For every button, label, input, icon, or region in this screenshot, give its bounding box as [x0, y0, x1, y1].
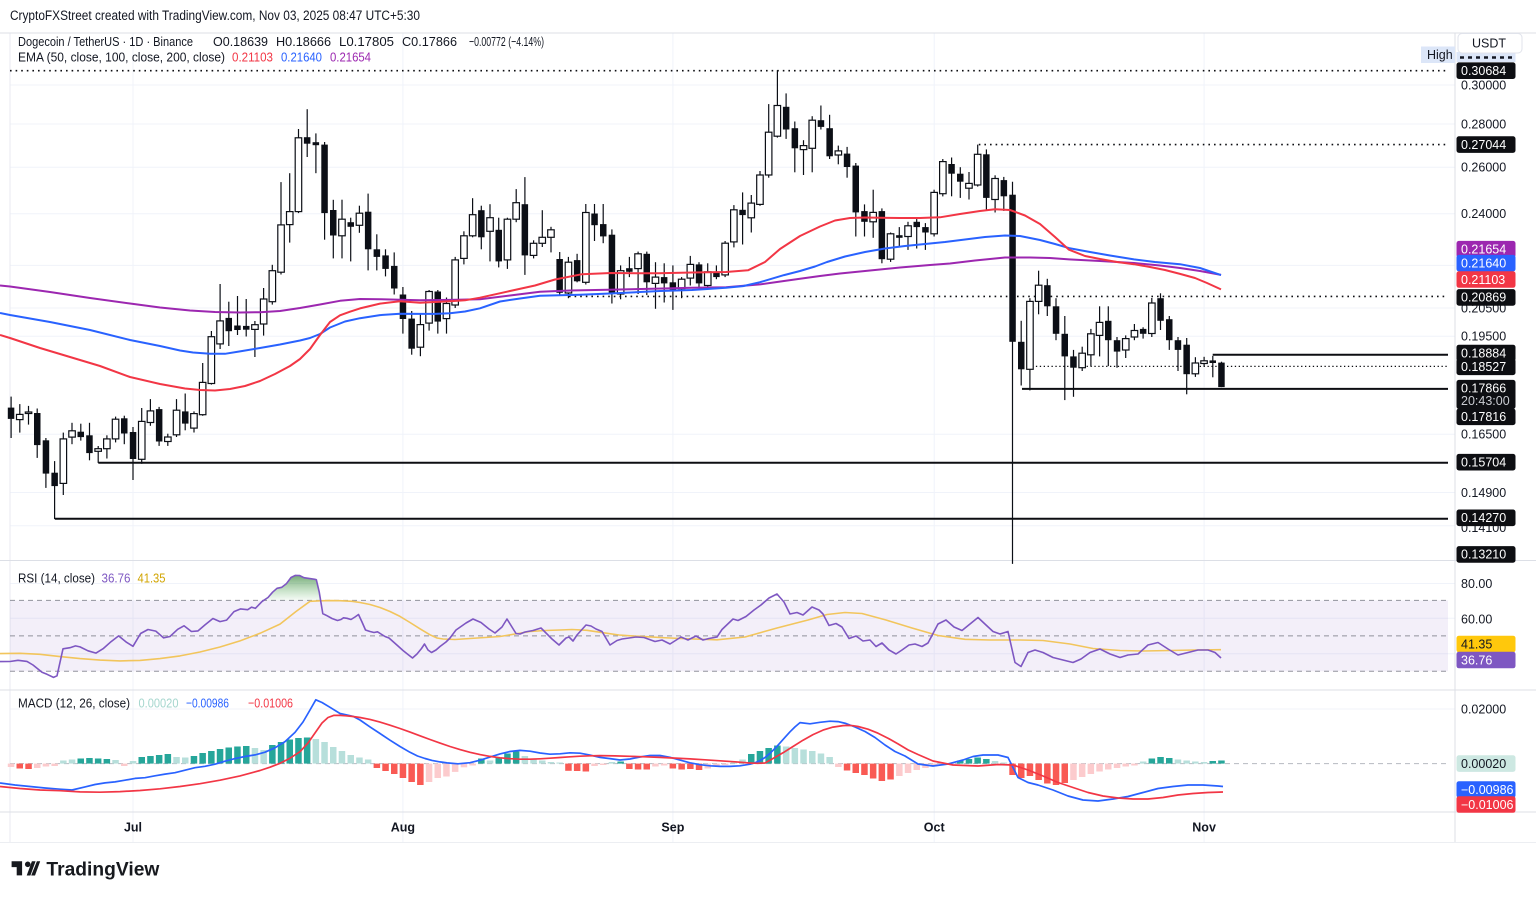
svg-text:−0.00772 (−4.14%): −0.00772 (−4.14%) — [469, 34, 544, 49]
svg-text:0.14900: 0.14900 — [1461, 486, 1506, 500]
svg-text:−0.00986: −0.00986 — [186, 696, 229, 711]
svg-text:TradingView: TradingView — [46, 859, 160, 881]
svg-text:0.21103: 0.21103 — [1461, 273, 1505, 287]
svg-text:0.18527: 0.18527 — [1461, 360, 1506, 374]
svg-text:L0.17805: L0.17805 — [339, 34, 394, 49]
svg-text:0.17816: 0.17816 — [1461, 410, 1506, 424]
svg-text:0.24000: 0.24000 — [1461, 207, 1506, 221]
svg-text:20:43:00: 20:43:00 — [1461, 394, 1510, 408]
svg-text:0.00020: 0.00020 — [139, 696, 179, 711]
svg-text:41.35: 41.35 — [1461, 637, 1492, 651]
svg-text:0.13210: 0.13210 — [1461, 548, 1506, 562]
svg-text:Oct: Oct — [924, 821, 946, 835]
svg-text:0.00020: 0.00020 — [1461, 757, 1506, 771]
svg-text:Sep: Sep — [661, 821, 684, 835]
svg-text:−0.00986: −0.00986 — [1461, 783, 1514, 797]
svg-text:EMA (50, close, 100, close, 20: EMA (50, close, 100, close, 200, close) — [18, 50, 225, 65]
svg-text:Nov: Nov — [1192, 821, 1216, 835]
svg-text:0.14270: 0.14270 — [1461, 511, 1506, 525]
svg-text:0.21654: 0.21654 — [330, 50, 371, 65]
svg-text:60.00: 60.00 — [1461, 612, 1492, 626]
svg-text:0.21654: 0.21654 — [1461, 243, 1506, 257]
svg-text:−0.01006: −0.01006 — [1461, 798, 1514, 812]
svg-text:0.26000: 0.26000 — [1461, 161, 1506, 175]
svg-text:0.19500: 0.19500 — [1461, 330, 1506, 344]
svg-text:36.76: 36.76 — [102, 571, 131, 586]
svg-text:0.20869: 0.20869 — [1461, 291, 1506, 305]
svg-text:0.21640: 0.21640 — [281, 50, 322, 65]
svg-text:0.30684: 0.30684 — [1461, 64, 1506, 78]
svg-text:0.16500: 0.16500 — [1461, 428, 1506, 442]
svg-text:0.28000: 0.28000 — [1461, 117, 1506, 131]
svg-text:Jul: Jul — [124, 821, 142, 835]
svg-text:0.15704: 0.15704 — [1461, 456, 1506, 470]
svg-text:Dogecoin / TetherUS · 1D · Bin: Dogecoin / TetherUS · 1D · Binance — [18, 34, 193, 49]
svg-text:Aug: Aug — [391, 821, 415, 835]
svg-text:RSI (14, close): RSI (14, close) — [18, 571, 95, 586]
svg-text:USDT: USDT — [1472, 37, 1506, 51]
svg-text:MACD (12, 26, close): MACD (12, 26, close) — [18, 696, 130, 711]
svg-text:High: High — [1427, 48, 1453, 62]
svg-text:0.21103: 0.21103 — [232, 50, 273, 65]
svg-text:36.76: 36.76 — [1461, 653, 1492, 667]
svg-text:0.27044: 0.27044 — [1461, 138, 1506, 152]
svg-text:0.02000: 0.02000 — [1461, 702, 1506, 716]
svg-text:0.18884: 0.18884 — [1461, 346, 1506, 360]
svg-text:CryptoFXStreet created with Tr: CryptoFXStreet created with TradingView.… — [10, 8, 420, 23]
svg-text:H0.18666: H0.18666 — [276, 34, 331, 49]
svg-text:−0.01006: −0.01006 — [248, 696, 293, 711]
svg-text:O0.18639: O0.18639 — [213, 34, 268, 49]
svg-text:80.00: 80.00 — [1461, 577, 1492, 591]
svg-text:0.17866: 0.17866 — [1461, 382, 1506, 396]
svg-text:C0.17866: C0.17866 — [402, 34, 457, 49]
svg-text:41.35: 41.35 — [138, 571, 166, 586]
svg-text:0.30000: 0.30000 — [1461, 78, 1506, 92]
svg-text:0.21640: 0.21640 — [1461, 257, 1506, 271]
